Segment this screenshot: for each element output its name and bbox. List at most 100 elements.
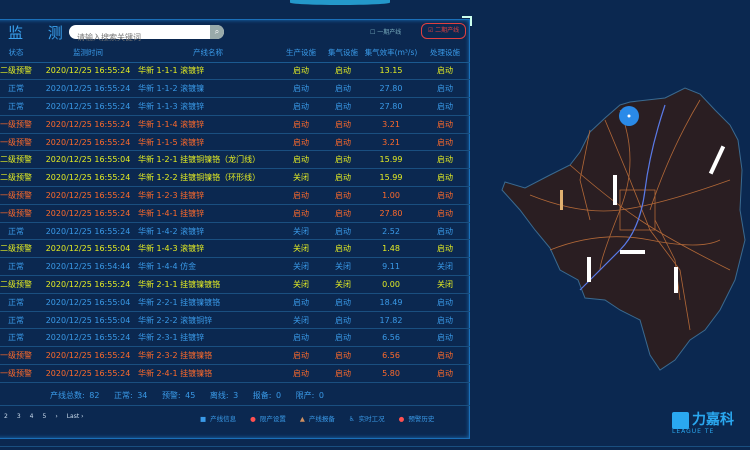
page-next[interactable]: › bbox=[55, 413, 58, 420]
cell-gas: 启动 bbox=[324, 311, 362, 330]
monitor-table: 状态 监测时间 产线名称 生产设施 集气设施 集气效率(m³/s) 处理设施 二… bbox=[0, 44, 470, 383]
cell-processing: 启动 bbox=[420, 311, 470, 330]
cell-processing: 启动 bbox=[420, 204, 470, 223]
table-row[interactable]: 二级预警 2020/12/25 16:55:24 华新 1-1-1 滚镀锌 启动 启动 1… bbox=[0, 62, 470, 81]
cell-processing: 启动 bbox=[420, 222, 470, 241]
cell-efficiency: 9.11 bbox=[362, 257, 420, 277]
table-row[interactable]: 二级预警 2020/12/25 16:55:04 华新 1-4-3 滚镀锌 关闭 启动 1… bbox=[0, 239, 470, 259]
cell-time: 2020/12/25 16:55:24 bbox=[38, 328, 138, 348]
page-5[interactable]: 5 bbox=[42, 413, 47, 420]
table-row[interactable]: 一级预警 2020/12/25 16:55:24 华新 1-1-4 滚镀锌 启动 启动 3… bbox=[0, 115, 470, 134]
cell-gas: 启动 bbox=[324, 293, 362, 312]
cell-efficiency: 3.21 bbox=[362, 115, 420, 134]
table-row[interactable]: 一级预警 2020/12/25 16:55:24 华新 1-1-5 滚镀锌 启动 启动 3… bbox=[0, 133, 470, 152]
table-row[interactable]: 正常 2020/12/25 16:55:24 华新 1-1-2 滚镀镍 启动 启动 27.… bbox=[0, 79, 470, 99]
search-input[interactable] bbox=[69, 30, 204, 45]
cell-time: 2020/12/25 16:55:24 bbox=[38, 186, 138, 205]
cell-processing: 启动 bbox=[420, 239, 470, 259]
table-row[interactable]: 正常 2020/12/25 16:54:44 华新 1-4-4 仿金 关闭 关闭 9.11… bbox=[0, 257, 470, 277]
search-button[interactable]: ⌕ bbox=[210, 25, 224, 39]
cell-name: 华新 1-4-3 滚镀锌 bbox=[138, 239, 278, 259]
cell-name: 华新 1-1-2 滚镀镍 bbox=[138, 79, 278, 99]
cell-gas: 关闭 bbox=[324, 275, 362, 294]
legend-label: 实时工况 bbox=[358, 415, 385, 423]
square-icon: ■ bbox=[200, 415, 207, 423]
person-icon: ♿ bbox=[348, 415, 355, 423]
cell-processing: 启动 bbox=[420, 168, 470, 188]
legend-label: 产线信息 bbox=[210, 415, 237, 423]
table-row[interactable]: 一级预警 2020/12/25 16:55:24 华新 2-3-2 挂镀镍铬 启动 启动… bbox=[0, 346, 470, 366]
page-4[interactable]: 4 bbox=[29, 413, 34, 420]
cell-gas: 启动 bbox=[324, 62, 362, 81]
cell-name: 华新 1-2-2 挂镀铜镍铬（环形线） bbox=[138, 168, 278, 188]
cell-production: 启动 bbox=[278, 328, 324, 348]
table-row[interactable]: 正常 2020/12/25 16:55:04 华新 2-2-1 挂镀镍镀铬 启动 启动 1… bbox=[0, 293, 470, 312]
page-3[interactable]: 3 bbox=[16, 413, 21, 420]
map-roads bbox=[529, 99, 731, 331]
cell-gas: 启动 bbox=[324, 222, 362, 241]
corner-decoration bbox=[462, 16, 472, 26]
checkbox-label: 二期产线 bbox=[435, 27, 460, 34]
table-row[interactable]: 二级预警 2020/12/25 16:55:04 华新 1-2-1 挂镀铜镍铬（龙门… bbox=[0, 150, 470, 170]
legend-line-info[interactable]: ■ 产线信息 bbox=[200, 413, 236, 423]
cell-production: 关闭 bbox=[278, 168, 324, 188]
table-row[interactable]: 二级预警 2020/12/25 16:55:24 华新 1-2-2 挂镀铜镍铬（环形… bbox=[0, 168, 470, 188]
legend-realtime[interactable]: ♿ 实时工况 bbox=[349, 413, 385, 423]
table-row[interactable]: 一级预警 2020/12/25 16:55:24 华新 1-4-1 挂镀锌 启动 启动 2… bbox=[0, 204, 470, 223]
cell-production: 启动 bbox=[278, 133, 324, 152]
cell-efficiency: 1.00 bbox=[362, 186, 420, 205]
summary-bar: 产线总数: 82 正常: 34 预警: 45 离线: 3 报备: 0 限产: 0 bbox=[50, 390, 334, 401]
cell-status: 二级预警 bbox=[0, 168, 38, 188]
legend-report[interactable]: ▲ 产线报备 bbox=[300, 413, 335, 423]
cell-processing: 启动 bbox=[420, 79, 470, 99]
table-row[interactable]: 二级预警 2020/12/25 16:55:24 华新 2-1-1 挂镀镍镀铬 关闭关… bbox=[0, 275, 470, 294]
cell-production: 启动 bbox=[278, 186, 324, 205]
cell-production: 启动 bbox=[278, 150, 324, 170]
cell-efficiency: 27.80 bbox=[362, 97, 420, 116]
table-row[interactable]: 正常 2020/12/25 16:55:24 华新 1-4-2 滚镀锌 关闭 启动 2.5… bbox=[0, 222, 470, 241]
legend-limit[interactable]: ● 限产设置 bbox=[250, 413, 286, 423]
cell-time: 2020/12/25 16:54:44 bbox=[38, 257, 138, 277]
cell-efficiency: 27.80 bbox=[362, 79, 420, 99]
checkbox-phase-1[interactable]: ☐ 一期产线 bbox=[370, 29, 402, 36]
map-region bbox=[501, 87, 746, 371]
circle-icon: ● bbox=[250, 415, 256, 423]
cell-efficiency: 13.15 bbox=[362, 62, 420, 81]
cell-production: 启动 bbox=[278, 62, 324, 81]
summary-maintenance: 报备: 0 bbox=[252, 391, 282, 400]
region-map[interactable] bbox=[490, 70, 750, 380]
cell-production: 启动 bbox=[278, 293, 324, 312]
table-row[interactable]: 正常 2020/12/25 16:55:24 华新 2-3-1 挂镀锌 启动 启动 6.5… bbox=[0, 328, 470, 348]
table-row[interactable]: 一级预警 2020/12/25 16:55:24 华新 1-2-3 挂镀锌 启动 启动 1… bbox=[0, 186, 470, 205]
cell-status: 二级预警 bbox=[0, 275, 38, 294]
cell-gas: 启动 bbox=[324, 328, 362, 348]
cell-name: 华新 2-1-1 挂镀镍镀铬 bbox=[138, 275, 278, 294]
table-row[interactable]: 一级预警 2020/12/25 16:55:24 华新 2-4-1 挂镀镍铬 启动 启动… bbox=[0, 364, 470, 383]
cell-status: 一级预警 bbox=[0, 346, 38, 366]
cell-processing: 关闭 bbox=[420, 275, 470, 294]
page-last[interactable]: Last › bbox=[66, 413, 84, 420]
cell-name: 华新 1-4-2 滚镀锌 bbox=[138, 222, 278, 241]
legend-history[interactable]: ● 预警历史 bbox=[399, 413, 435, 423]
cell-gas: 启动 bbox=[324, 133, 362, 152]
cell-name: 华新 1-2-1 挂镀铜镍铬（龙门线） bbox=[138, 150, 278, 170]
cell-time: 2020/12/25 16:55:04 bbox=[38, 150, 138, 170]
cell-name: 华新 1-2-3 挂镀锌 bbox=[138, 186, 278, 205]
summary-offline: 离线: 3 bbox=[209, 391, 239, 400]
cell-efficiency: 15.99 bbox=[362, 168, 420, 188]
summary-normal: 正常: 34 bbox=[113, 391, 148, 400]
cell-status: 一级预警 bbox=[0, 364, 38, 383]
checkbox-phase-2[interactable]: ☑ 二期产线 bbox=[421, 23, 466, 39]
cell-production: 启动 bbox=[278, 115, 324, 134]
page-2[interactable]: 2 bbox=[4, 413, 8, 420]
cell-efficiency: 17.82 bbox=[362, 311, 420, 330]
cell-status: 二级预警 bbox=[0, 239, 38, 259]
cell-time: 2020/12/25 16:55:04 bbox=[38, 311, 138, 330]
cell-production: 启动 bbox=[278, 204, 324, 223]
cell-status: 二级预警 bbox=[0, 62, 38, 81]
table-row[interactable]: 正常 2020/12/25 16:55:04 华新 2-2-2 滚镀铜锌 关闭 启动 17… bbox=[0, 311, 470, 330]
table-row[interactable]: 正常 2020/12/25 16:55:24 华新 1-1-3 滚镀锌 启动 启动 27.… bbox=[0, 97, 470, 116]
cell-name: 华新 2-4-1 挂镀镍铬 bbox=[138, 364, 278, 383]
cell-status: 正常 bbox=[0, 257, 38, 277]
cell-production: 关闭 bbox=[278, 311, 324, 330]
